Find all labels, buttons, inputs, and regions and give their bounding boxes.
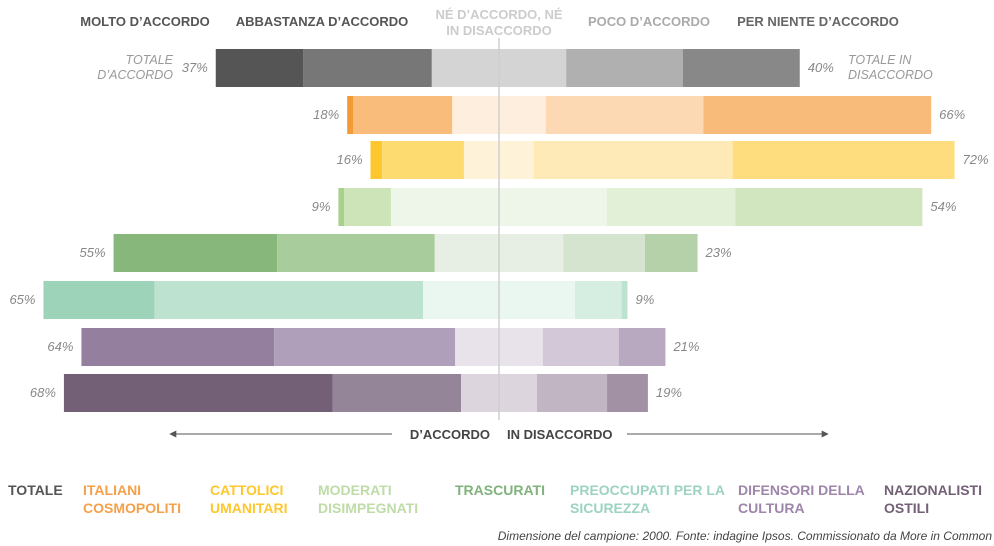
total-agree-value: 64%	[47, 339, 74, 354]
total-agree-value: 65%	[9, 292, 36, 307]
total-agree-value: 18%	[313, 107, 340, 122]
bar-segment	[63, 374, 333, 412]
bar-segment	[274, 328, 456, 366]
bar-segment	[215, 49, 304, 87]
total-agree-value: 16%	[336, 152, 363, 167]
total-disagree-value: 9%	[635, 292, 655, 307]
bar-segment	[618, 328, 666, 366]
bar-segment	[621, 281, 628, 319]
bar-segment	[277, 234, 435, 272]
category-label: NAZIONALISTI OSTILI	[884, 482, 982, 516]
bar-segment	[43, 281, 155, 319]
total-disagree-value: 19%	[655, 385, 682, 400]
bar-segment	[566, 49, 683, 87]
bar-segment	[382, 141, 464, 179]
bar-segment	[353, 96, 453, 134]
series-header: POCO D’ACCORDO	[587, 14, 711, 29]
bar-segment	[338, 188, 345, 226]
bar-segment	[534, 141, 733, 179]
bar-segment	[703, 96, 932, 134]
axis-right-label: IN DISACCORDO	[507, 427, 613, 442]
bar-segment	[607, 188, 736, 226]
bar-segment	[347, 96, 353, 134]
bar-segment	[370, 141, 383, 179]
total-agree-value: 9%	[311, 199, 331, 214]
category-label: TRASCURATI	[455, 482, 545, 498]
total-disagree-value: 72%	[962, 152, 989, 167]
category-label: ITALIANI COSMOPOLITI	[83, 482, 181, 516]
bar-segment	[574, 281, 622, 319]
category-label: PREOCCUPATI PER LA SICUREZZA	[570, 482, 725, 516]
bar-segment	[645, 234, 698, 272]
axis-left-label: D’ACCORDO	[409, 427, 490, 442]
bar-segment	[303, 49, 432, 87]
total-agree-label: TOTALE D’ACCORDO	[97, 53, 173, 82]
total-disagree-value: 23%	[705, 245, 732, 260]
series-header: PER NIENTE D’ACCORDO	[737, 14, 899, 29]
bar-segment	[563, 234, 645, 272]
bar-segment	[732, 141, 955, 179]
category-label: MODERATI DISIMPEGNATI	[318, 482, 419, 516]
bar-segment	[607, 374, 648, 412]
bar-segment	[332, 374, 462, 412]
total-disagree-value: 21%	[673, 339, 700, 354]
source-note: Dimensione del campione: 2000. Fonte: in…	[497, 529, 992, 543]
bar-segment	[735, 188, 923, 226]
series-header: MOLTO D’ACCORDO	[80, 14, 210, 29]
total-agree-value: 68%	[29, 385, 56, 400]
total-disagree-value: 40%	[807, 60, 834, 75]
category-label: DIFENSORI DELLA CULTURA	[738, 482, 865, 516]
category-label: CATTOLICI UMANITARI	[210, 482, 288, 516]
category-label: TOTALE	[8, 482, 63, 498]
total-disagree-label: TOTALE IN DISACCORDO	[848, 53, 933, 82]
total-agree-value: 55%	[79, 245, 106, 260]
bar-segment	[536, 374, 608, 412]
total-agree-value: 37%	[181, 60, 208, 75]
bar-segment	[154, 281, 424, 319]
bar-segment	[344, 188, 391, 226]
bar-segment	[545, 96, 704, 134]
bar-segment	[113, 234, 278, 272]
series-header: NÉ D’ACCORDO, NÉ IN DISACCORDO	[435, 7, 563, 38]
bar-segment	[542, 328, 619, 366]
series-header: ABBASTANZA D’ACCORDO	[235, 14, 409, 29]
bar-segment	[81, 328, 275, 366]
bar-segment	[682, 49, 800, 87]
total-disagree-value: 54%	[930, 199, 957, 214]
total-disagree-value: 66%	[939, 107, 966, 122]
